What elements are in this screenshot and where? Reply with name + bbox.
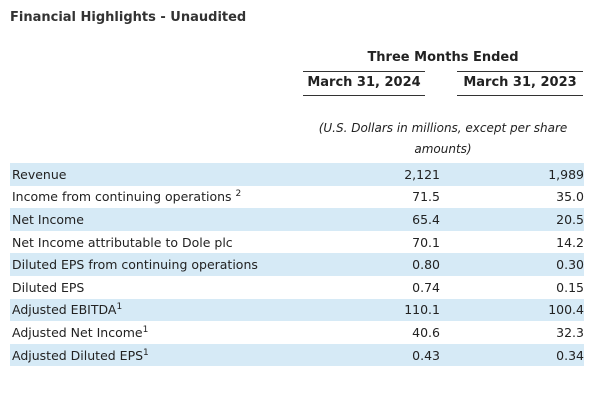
value-2024: 70.1 [412, 234, 440, 250]
row-label-text: Adjusted EBITDA [12, 302, 117, 318]
value-2023: 100.4 [548, 302, 584, 318]
footnote-marker: 2 [235, 189, 242, 200]
row-label-text: Adjusted Net Income [12, 324, 143, 340]
row-label: Diluted EPS from continuing operations [10, 257, 322, 272]
row-label: Net Income attributable to Dole plc [10, 235, 322, 250]
column-header-2024: March 31, 2024 [303, 71, 425, 96]
row-label-text: Net Income attributable to Dole plc [12, 234, 233, 250]
value-2024: 65.4 [412, 211, 440, 227]
table-row: Income from continuing operations 2 71.5 3… [10, 186, 584, 209]
table-row: Net Income attributable to Dole plc 70.1 1… [10, 231, 584, 254]
column-header-2023: March 31, 2023 [457, 71, 583, 96]
value-2024: 0.80 [412, 257, 440, 273]
period-header: Three Months Ended [367, 50, 519, 65]
value-2023: 0.30 [556, 257, 584, 273]
footnote-marker: 1 [143, 347, 149, 358]
value-2024: 2,121 [404, 166, 440, 182]
table-row: Net Income 65.4 20.5 [10, 208, 584, 231]
value-2024: 71.5 [412, 189, 440, 205]
row-label-text: Revenue [12, 166, 67, 182]
value-2023: 0.15 [556, 279, 584, 295]
value-2023: 32.3 [556, 324, 584, 340]
row-label: Adjusted Diluted EPS1 [10, 348, 322, 363]
table-row: Diluted EPS 0.74 0.15 [10, 276, 584, 299]
row-label: Adjusted Net Income1 [10, 325, 322, 340]
row-label-text: Diluted EPS [12, 279, 85, 295]
row-label: Net Income [10, 212, 322, 227]
row-label: Diluted EPS [10, 280, 322, 295]
table-row: Diluted EPS from continuing operations 0.… [10, 253, 584, 276]
row-label-text: Adjusted Diluted EPS [12, 347, 144, 363]
value-2023: 0.34 [556, 347, 584, 363]
table-row: Adjusted EBITDA1 110.1 100.4 [10, 298, 584, 322]
value-2023: 1,989 [548, 166, 584, 182]
footnote-marker: 1 [142, 324, 149, 335]
row-label-text: Income from continuing operations [12, 189, 236, 205]
row-label: Revenue [10, 167, 322, 182]
table-row: Adjusted Net Income1 40.6 32.3 [10, 321, 584, 344]
footnote-marker: 1 [116, 302, 123, 313]
value-2023: 14.2 [556, 234, 584, 250]
value-2024: 0.74 [412, 279, 440, 295]
row-label-text: Diluted EPS from continuing operations [12, 257, 258, 273]
value-2024: 40.6 [412, 324, 440, 340]
financial-table: Revenue 2,121 1,989 Income from continuing … [10, 163, 584, 367]
units-note: (U.S. Dollars in millions, except per sh… [318, 121, 568, 156]
value-2024: 110.1 [404, 302, 440, 318]
value-2023: 20.5 [556, 211, 584, 227]
table-row: Adjusted Diluted EPS1 0.43 0.34 [10, 343, 584, 367]
value-2024: 0.43 [412, 347, 440, 363]
table-title: Financial Highlights - Unaudited [10, 10, 247, 25]
row-label-text: Net Income [12, 211, 84, 227]
row-label: Adjusted EBITDA1 [10, 302, 322, 317]
value-2023: 35.0 [556, 189, 584, 205]
table-row: Revenue 2,121 1,989 [10, 163, 584, 186]
row-label: Income from continuing operations 2 [10, 189, 322, 204]
